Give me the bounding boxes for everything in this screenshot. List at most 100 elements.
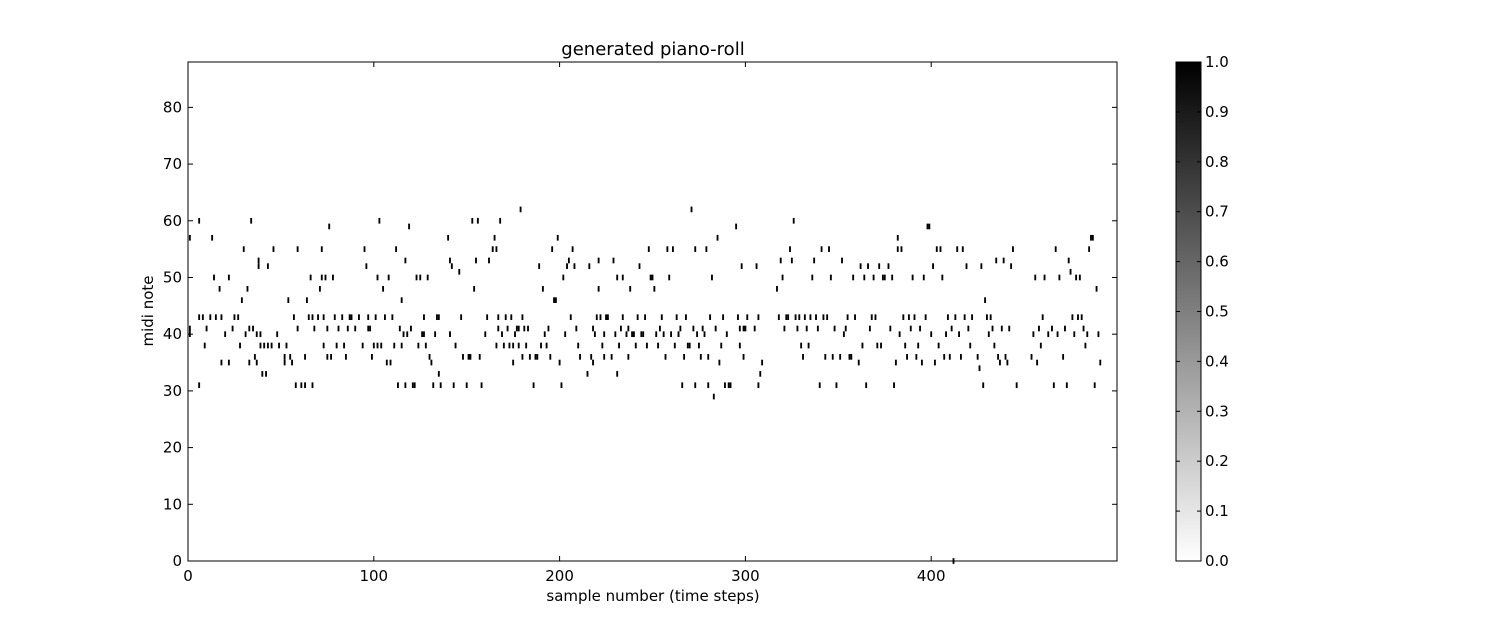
note-cell (712, 393, 715, 400)
note-cell (523, 325, 526, 332)
note-cell (387, 274, 390, 281)
note-cell (1090, 234, 1092, 241)
note-cell (317, 314, 319, 321)
note-cell (540, 342, 542, 349)
note-cell (480, 382, 483, 389)
y-axis-label: midi note (139, 275, 157, 346)
note-cell (841, 257, 843, 264)
note-cell (965, 263, 968, 269)
note-cell (525, 342, 528, 349)
note-cell (839, 354, 842, 360)
note-cell (276, 331, 279, 338)
x-tick-label: 100 (359, 567, 388, 585)
note-cell (406, 331, 409, 338)
note-cell (512, 342, 515, 349)
note-cell (1067, 257, 1070, 264)
note-cell (978, 365, 981, 372)
note-cell (367, 314, 370, 321)
note-cell (385, 359, 388, 366)
note-cell (893, 382, 895, 389)
note-cell (1039, 342, 1042, 349)
note-cell (638, 263, 641, 269)
note-cell (198, 314, 201, 321)
note-cell (545, 342, 548, 349)
note-cell (699, 354, 702, 360)
note-cell (794, 314, 797, 321)
note-cell (675, 314, 678, 321)
note-cell (1056, 331, 1059, 338)
note-cell (231, 325, 234, 332)
note-cell (653, 285, 656, 292)
note-cell (737, 314, 739, 321)
note-cell (688, 342, 691, 349)
x-tick-label: 300 (731, 567, 760, 585)
note-cell (828, 246, 830, 252)
note-cell (266, 342, 269, 349)
colorbar-tick-label: 0.1 (1205, 502, 1229, 520)
note-cell (644, 314, 646, 321)
note-cell (616, 371, 619, 377)
note-cell (358, 314, 360, 321)
y-tick-label: 70 (163, 155, 182, 173)
note-cell (632, 331, 635, 338)
note-cell (541, 285, 544, 292)
note-cell (610, 354, 613, 360)
note-cell (958, 331, 960, 338)
note-cell (467, 354, 470, 360)
note-cell (543, 331, 546, 338)
note-cell (341, 314, 344, 321)
x-tick-label: 0 (183, 567, 193, 585)
note-cell (1093, 382, 1096, 389)
note-cell (1077, 314, 1079, 321)
colorbar-tick-label: 0.9 (1205, 103, 1229, 121)
note-cell (878, 263, 881, 269)
y-tick-label: 80 (163, 98, 182, 116)
note-cell (813, 257, 816, 264)
y-tick-label: 60 (163, 212, 182, 230)
note-cell (811, 274, 814, 281)
note-cell (423, 314, 425, 321)
note-cell (244, 331, 247, 338)
note-cell (725, 331, 728, 338)
note-cell (504, 314, 507, 321)
note-cell (296, 325, 299, 332)
note-cell (486, 314, 489, 321)
note-cell (242, 246, 245, 252)
note-cell (798, 314, 801, 321)
note-cell (783, 325, 786, 332)
note-cell (651, 274, 654, 281)
note-cell (1000, 325, 1003, 332)
note-cell (696, 331, 699, 338)
note-cell (569, 314, 572, 321)
note-cell (253, 354, 256, 360)
note-cell (907, 314, 910, 321)
note-cell (211, 234, 214, 241)
note-cell (757, 314, 760, 321)
note-cell (1062, 354, 1065, 360)
note-cell (606, 314, 609, 321)
note-cell (894, 359, 897, 366)
note-cell (566, 263, 568, 269)
note-cell (376, 342, 379, 349)
note-cell (1065, 382, 1068, 389)
note-cell (454, 342, 457, 349)
note-cell (826, 314, 829, 321)
note-cell (759, 371, 762, 377)
note-cell (311, 314, 314, 321)
note-cell (880, 342, 882, 349)
note-cell (867, 263, 869, 269)
note-cell (400, 342, 403, 349)
note-cell (473, 285, 476, 292)
note-cell (300, 382, 303, 389)
note-cell (495, 342, 498, 349)
note-cell (872, 274, 875, 281)
note-cell (857, 359, 860, 366)
note-cell (660, 314, 663, 321)
note-cell (291, 359, 293, 366)
note-cell (296, 246, 299, 252)
note-cell (571, 246, 574, 252)
note-cell (1058, 274, 1061, 281)
note-cell (724, 382, 726, 389)
note-cell (818, 382, 821, 389)
note-cell (313, 325, 316, 332)
